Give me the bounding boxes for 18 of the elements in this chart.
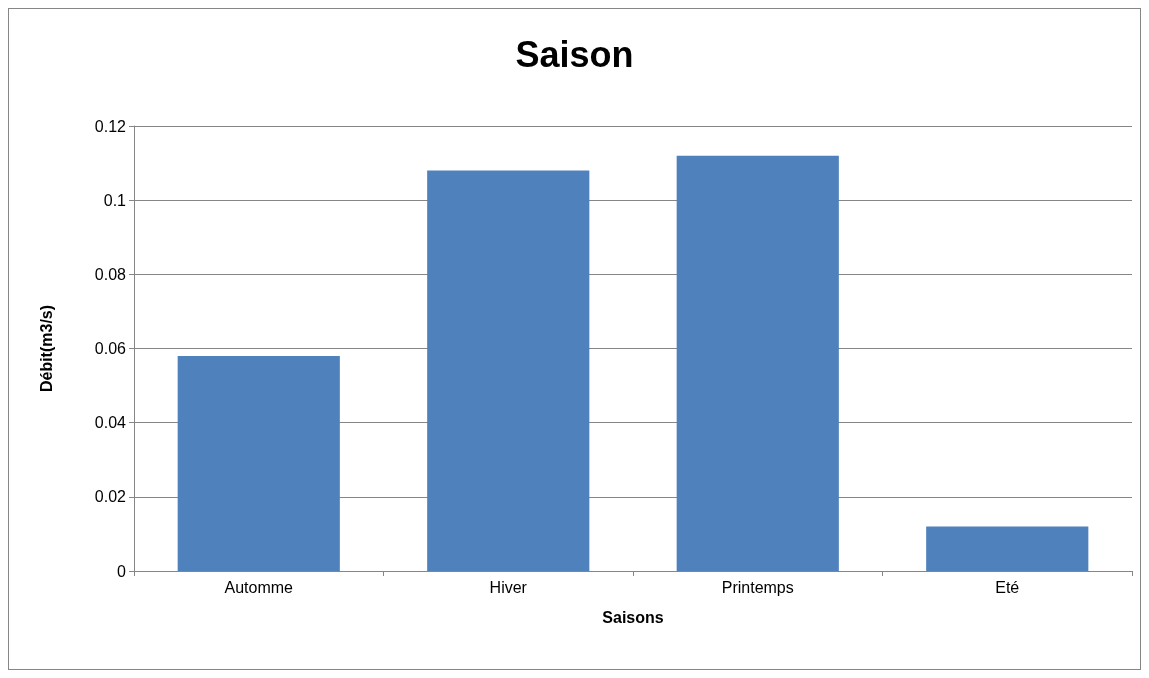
x-tick-label: Automme <box>224 578 294 596</box>
bar <box>926 526 1089 571</box>
y-tick-label: 0 <box>117 562 127 580</box>
chart-title: Saison <box>515 33 634 75</box>
y-tick-label: 0.1 <box>103 191 127 209</box>
x-tick-label: Eté <box>995 578 1020 596</box>
bar <box>427 170 590 571</box>
y-tick-label: 0.12 <box>94 117 127 135</box>
x-tick-label: Hiver <box>489 578 528 596</box>
y-axis-title: Débit(m3/s) <box>37 304 55 393</box>
y-tick-label: 0.02 <box>94 488 127 506</box>
y-tick-label: 0.06 <box>94 340 127 357</box>
y-tick-label: 0.08 <box>94 265 127 283</box>
y-tick-label: 0.04 <box>94 414 127 432</box>
bar <box>676 155 839 571</box>
bar <box>177 355 340 571</box>
x-tick-label: Printemps <box>721 578 794 596</box>
x-axis-title: Saisons <box>602 608 664 626</box>
